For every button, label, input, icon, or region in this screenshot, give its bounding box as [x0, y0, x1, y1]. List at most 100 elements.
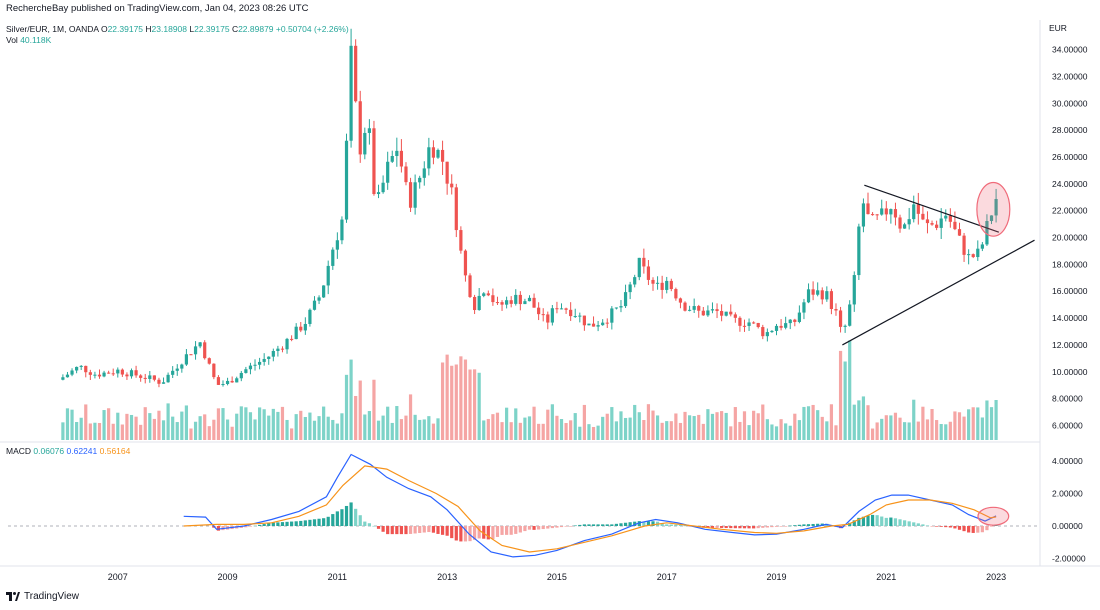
candle-body: [637, 257, 641, 278]
candle-body: [756, 322, 760, 328]
price-tick-label: 6.00000: [1052, 421, 1083, 431]
time-tick-label: 2019: [766, 572, 786, 582]
volume-bar: [976, 407, 980, 440]
macd-histogram-bar: [564, 526, 568, 527]
volume-bar: [537, 423, 541, 440]
candle-body: [129, 370, 134, 377]
candle-body: [957, 229, 962, 236]
candle-body: [747, 322, 751, 326]
macd-histogram-bar: [752, 526, 756, 529]
macd-histogram-bar: [765, 526, 769, 528]
volume-bar: [399, 419, 404, 440]
volume-bar: [440, 362, 445, 440]
macd-histogram-bar: [980, 526, 984, 533]
high-value: 23.18908: [151, 24, 187, 34]
macd-histogram-bar: [573, 525, 577, 527]
macd-histogram-bar: [875, 515, 879, 526]
candle-body: [198, 342, 202, 347]
low-label: L: [189, 24, 195, 34]
candle-body: [816, 290, 820, 295]
price-annotations: [842, 181, 1035, 346]
volume-bar: [765, 419, 769, 440]
volume-bar: [84, 404, 88, 440]
macd-histogram-bar: [633, 521, 637, 526]
candle-body: [267, 356, 271, 359]
candle-body: [111, 373, 115, 375]
price-tick-label: 12.00000: [1052, 340, 1088, 350]
macd-histogram-bar: [463, 526, 468, 542]
price-tick-label: 16.00000: [1052, 286, 1088, 296]
volume-bar: [285, 419, 289, 440]
candle-body: [79, 365, 83, 367]
candle-body: [225, 380, 230, 385]
candle-body: [102, 372, 106, 377]
volume-bar: [514, 408, 518, 440]
candle-body: [303, 323, 307, 331]
candle-body: [344, 140, 349, 220]
volume-bar: [857, 400, 861, 440]
volume-bar: [404, 415, 408, 440]
macd-label: MACD: [6, 446, 32, 456]
candle-body: [203, 342, 207, 359]
volume-bar: [331, 419, 335, 440]
volume-bar: [386, 406, 390, 440]
volume-bar: [669, 421, 673, 440]
candle-body: [550, 308, 554, 323]
macd-histogram-bar: [408, 526, 413, 534]
candle-body: [285, 338, 289, 350]
volume-bar: [523, 417, 527, 440]
candle-body: [491, 295, 495, 303]
volume-bar: [829, 404, 834, 440]
volume-bar: [962, 416, 966, 440]
candle-body: [564, 308, 568, 310]
candle-body: [354, 45, 358, 102]
macd-histogram-bar: [770, 526, 774, 528]
volume-bar: [203, 414, 207, 440]
macd-histogram-bar: [601, 524, 605, 526]
volume-bar: [88, 423, 92, 440]
volume-bar: [912, 399, 916, 440]
macd-histogram-bar: [440, 526, 445, 535]
volume-bar: [244, 407, 248, 440]
candle-body: [806, 289, 811, 303]
candle-body: [902, 224, 907, 229]
macd-histogram-bar: [788, 525, 792, 527]
macd-histogram-bar: [390, 526, 394, 535]
price-tick-label: 20.00000: [1052, 233, 1088, 243]
candle-body: [601, 322, 605, 326]
volume-bar: [834, 425, 838, 440]
macd-histogram-bar: [239, 526, 243, 528]
candle-body: [280, 348, 285, 350]
volume-bar: [683, 411, 687, 440]
candle-body: [523, 301, 527, 305]
volume-bar: [884, 415, 888, 440]
macd-histogram-bar: [445, 526, 449, 536]
candle-body: [697, 306, 701, 311]
volume-bar: [811, 404, 815, 440]
volume-bar: [793, 413, 797, 440]
signal-line: [183, 465, 997, 553]
candle-body: [569, 309, 573, 317]
volume-bar: [93, 422, 97, 440]
time-tick-label: 2011: [328, 572, 347, 582]
volume-bar: [143, 407, 147, 440]
candle-body: [646, 266, 651, 280]
candle-body: [665, 280, 669, 290]
macd-histogram-bar: [537, 526, 541, 530]
candle-body: [527, 297, 532, 302]
volume-bar: [322, 406, 326, 440]
price-tick-label: 24.00000: [1052, 179, 1088, 189]
candle-body: [372, 128, 376, 195]
volume-bar: [248, 412, 253, 440]
volume-bar: [225, 419, 230, 440]
volume-bar: [742, 411, 747, 440]
volume-bar: [505, 407, 509, 440]
macd-histogram-bar: [939, 526, 943, 527]
macd-histogram-bar: [674, 524, 678, 526]
volume-bar: [788, 425, 792, 440]
volume-bar: [189, 428, 193, 440]
volume-bar: [171, 416, 175, 440]
volume-bar: [559, 419, 564, 440]
candle-body: [294, 326, 298, 340]
volume-bar: [518, 422, 522, 440]
